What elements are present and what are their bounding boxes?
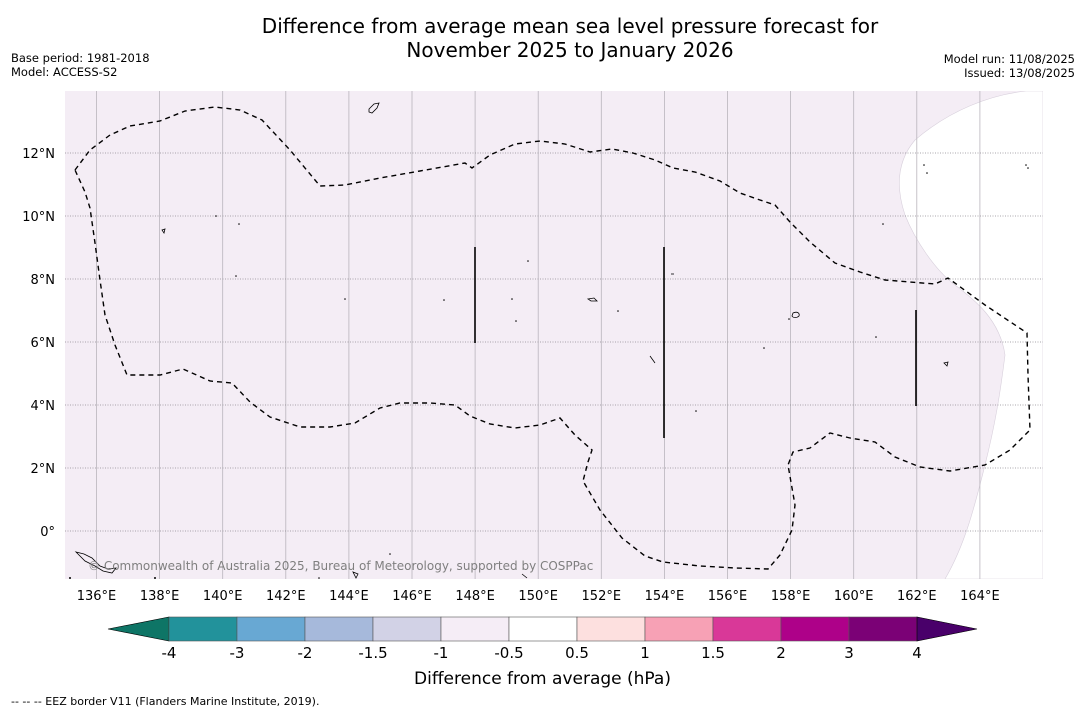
lon-tick-label: 140°E: [203, 589, 243, 604]
small-islets: [69, 164, 1029, 579]
colorbar-bin: [440, 616, 510, 642]
lat-tick-label: 2°N: [31, 462, 56, 477]
lat-tick-label: 8°N: [31, 273, 56, 288]
lon-tick-label: 142°E: [266, 589, 306, 604]
lon-tick-label: 154°E: [645, 589, 685, 604]
latitude-labels: 12°N 10°N 8°N 6°N 4°N 2°N 0°: [22, 147, 55, 540]
lat-tick-label: 4°N: [31, 399, 56, 414]
colorbar-bin: [780, 616, 850, 642]
gridlines: [65, 91, 1043, 579]
lon-tick-label: 162°E: [897, 589, 937, 604]
lon-tick-label: 160°E: [834, 589, 874, 604]
colorbar-tick-label: -4: [162, 644, 177, 662]
colorbar-bin: [508, 616, 578, 642]
colorbar-bin: [168, 616, 238, 642]
lon-tick-label: 136°E: [77, 589, 117, 604]
lat-tick-label: 0°: [40, 525, 55, 540]
model-text: Model: ACCESS-S2: [11, 65, 118, 79]
lat-tick-label: 12°N: [22, 147, 55, 162]
colorbar-tick-label: 1: [640, 644, 650, 662]
islands: [74, 102, 949, 579]
colorbar-tick-label: 2: [776, 644, 786, 662]
base-period-text: Base period: 1981-2018: [11, 51, 150, 65]
colorbar: -4 -3 -2 -1.5 -1 -0.5 0.5 1 1.5 2 3 4: [107, 616, 978, 662]
colorbar-bin: [848, 616, 918, 642]
longitude-labels: 136°E 138°E 140°E 142°E 144°E 146°E 148°E 150°E…: [77, 589, 1000, 604]
lon-tick-label: 144°E: [329, 589, 369, 604]
colorbar-label: Difference from average (hPa): [414, 669, 671, 689]
title-line-1: Difference from average mean sea level p…: [261, 14, 879, 38]
colorbar-bin: [304, 616, 374, 642]
colorbar-extend-high: [916, 616, 978, 642]
issued-text: Issued: 13/08/2025: [964, 66, 1075, 80]
colorbar-tick-label: 3: [844, 644, 854, 662]
neutral-area: [899, 91, 1043, 579]
lon-tick-label: 152°E: [582, 589, 622, 604]
colorbar-tick-label: -0.5: [494, 644, 523, 662]
lon-tick-label: 156°E: [708, 589, 748, 604]
eez-gap-lines: [474, 247, 917, 438]
colorbar-bin: [236, 616, 306, 642]
colorbar-extend-low: [107, 616, 170, 642]
colorbar-bin: [372, 616, 442, 642]
colorbar-tick-label: -2: [298, 644, 313, 662]
lon-tick-label: 150°E: [518, 589, 558, 604]
colorbar-bin: [644, 616, 714, 642]
lon-tick-label: 164°E: [960, 589, 1000, 604]
lon-tick-label: 146°E: [392, 589, 432, 604]
anomaly-field: [65, 91, 1043, 579]
lon-tick-label: 138°E: [140, 589, 180, 604]
colorbar-tick-label: 4: [912, 644, 922, 662]
colorbar-bin: [712, 616, 782, 642]
lat-tick-label: 6°N: [31, 336, 56, 351]
map-title: Difference from average mean sea level p…: [0, 14, 1085, 62]
lon-tick-label: 158°E: [771, 589, 811, 604]
lat-tick-label: 10°N: [22, 210, 55, 225]
lon-tick-label: 148°E: [455, 589, 495, 604]
colorbar-tick-label: 0.5: [565, 644, 589, 662]
model-run-text: Model run: 11/08/2025: [943, 52, 1075, 66]
colorbar-tick-label: 1.5: [701, 644, 725, 662]
colorbar-tick-label: -1.5: [358, 644, 387, 662]
meta-left: Base period: 1981-2018 Model: ACCESS-S2: [11, 51, 150, 79]
colorbar-tick-label: -3: [230, 644, 245, 662]
copyright-notice: © Commonwealth of Australia 2025, Bureau…: [88, 559, 593, 573]
footnote: -- -- -- EEZ border V11 (Flanders Marine…: [11, 695, 320, 708]
colorbar-tick-label: -1: [434, 644, 449, 662]
title-line-2: November 2025 to January 2026: [406, 38, 734, 62]
map-plot-area: [65, 91, 1043, 579]
eez-border: [74, 106, 1031, 570]
meta-right: Model run: 11/08/2025 Issued: 13/08/2025: [944, 52, 1075, 80]
colorbar-bin: [576, 616, 646, 642]
